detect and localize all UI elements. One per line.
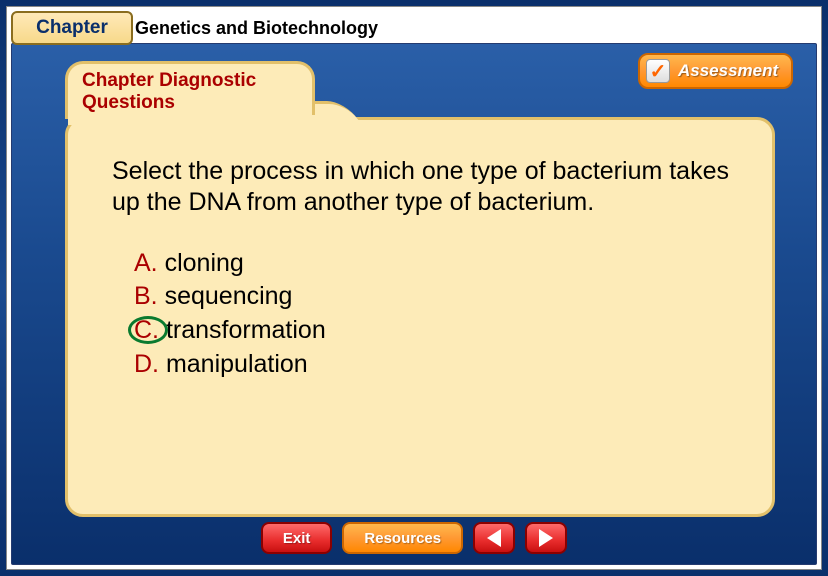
assessment-button[interactable]: ✓ Assessment xyxy=(638,53,793,89)
folder-tab: Chapter Diagnostic Questions xyxy=(65,61,315,119)
chapter-title: Genetics and Biotechnology xyxy=(135,16,378,40)
prev-button[interactable] xyxy=(473,522,515,554)
mid-frame: Chapter Genetics and Biotechnology ✓ Ass… xyxy=(6,6,822,570)
check-icon: ✓ xyxy=(646,59,670,83)
answer-text: manipulation xyxy=(166,350,308,378)
assessment-label: Assessment xyxy=(678,61,778,81)
answer-letter: B. xyxy=(134,282,158,310)
correct-circle-icon xyxy=(128,316,168,344)
answer-c[interactable]: C. transformation xyxy=(134,314,736,348)
next-button[interactable] xyxy=(525,522,567,554)
answer-letter: A. xyxy=(134,249,158,277)
bottom-bar: Exit Resources xyxy=(7,522,821,554)
chapter-badge: Chapter xyxy=(11,11,133,45)
folder-body: Select the process in which one type of … xyxy=(65,117,775,517)
folder-overlap xyxy=(68,115,344,125)
exit-button[interactable]: Exit xyxy=(261,522,333,554)
tab-line1: Chapter Diagnostic xyxy=(82,70,298,92)
arrow-right-icon xyxy=(539,529,553,547)
answer-b[interactable]: B. sequencing xyxy=(134,280,736,314)
answer-letter: D. xyxy=(134,350,159,378)
answer-text: sequencing xyxy=(165,282,293,310)
arrow-left-icon xyxy=(487,529,501,547)
resources-button[interactable]: Resources xyxy=(342,522,463,554)
tab-line2: Questions xyxy=(82,92,298,114)
chapter-badge-label: Chapter xyxy=(36,17,108,39)
answer-d[interactable]: D. manipulation xyxy=(134,348,736,382)
answer-text: cloning xyxy=(165,249,244,277)
answer-a[interactable]: A. cloning xyxy=(134,247,736,281)
answer-text: transformation xyxy=(166,316,326,344)
outer-frame: Chapter Genetics and Biotechnology ✓ Ass… xyxy=(0,0,828,576)
answers-list: A. cloning B. sequencing C. transformati… xyxy=(134,247,736,382)
question-text: Select the process in which one type of … xyxy=(112,156,736,219)
